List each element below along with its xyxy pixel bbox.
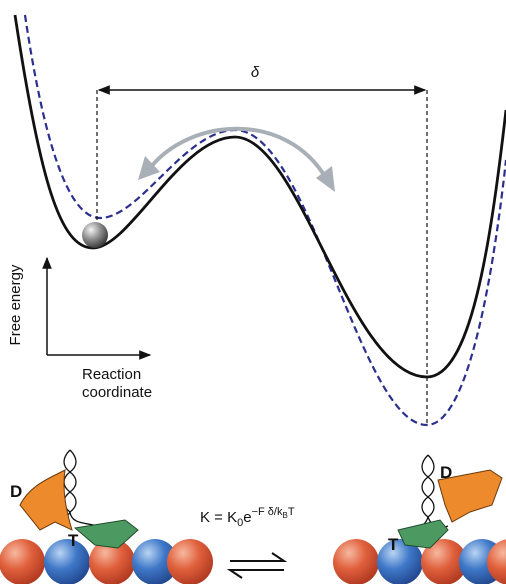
equation: K = K0e−F δ/kBT — [200, 506, 295, 529]
x-axis-label: Reaction — [82, 366, 141, 383]
label-t: T — [388, 535, 399, 554]
label-d: D — [440, 463, 452, 482]
bead — [0, 539, 45, 584]
tubulin-t — [73, 519, 139, 549]
equilibrium-arrow — [230, 552, 288, 562]
label-d: D — [10, 482, 22, 501]
bead — [333, 539, 379, 584]
bead — [167, 539, 213, 584]
energy-curve — [13, 14, 506, 379]
y-axis-label: Free energy — [7, 264, 24, 345]
distance-label: δ — [251, 64, 260, 81]
equation-part: e — [243, 509, 251, 526]
bead — [89, 539, 135, 584]
arrow-head — [138, 156, 160, 180]
dye-d — [19, 469, 73, 531]
dna-helix — [421, 454, 435, 518]
left-state: D T — [0, 449, 213, 584]
transition-arrow — [148, 126, 328, 180]
bead — [377, 539, 423, 584]
equilibrium-arrow — [226, 569, 284, 579]
equation-sub: 0 — [237, 517, 243, 529]
label-t: T — [68, 531, 79, 550]
equation-sup: −F δ/k — [252, 506, 283, 518]
energy-curve-dashed — [23, 14, 506, 427]
equation-sup: T — [288, 506, 295, 518]
dye-d — [437, 469, 503, 523]
x-axis-label: coordinate — [82, 384, 152, 401]
arrow-head — [316, 166, 335, 192]
tubulin-t — [397, 519, 449, 549]
equation-sub: B — [282, 511, 287, 520]
ball — [82, 222, 108, 248]
bead — [421, 539, 467, 584]
bead — [487, 539, 506, 584]
bead — [132, 539, 178, 584]
right-state: D T — [333, 454, 506, 584]
equation-part: K = K — [200, 509, 237, 526]
bead — [44, 539, 90, 584]
